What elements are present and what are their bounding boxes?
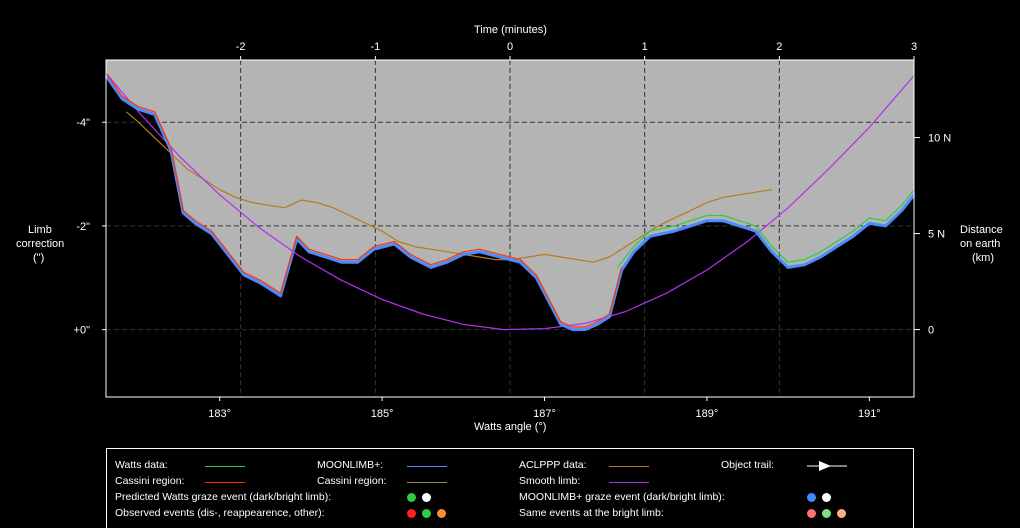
legend-label-cassini-red: Cassini region:	[115, 475, 185, 487]
series-moonlimb	[104, 74, 916, 332]
series-aclppp-data	[125, 111, 772, 263]
left-axis-title-line1: Limb	[28, 224, 52, 236]
legend-dot-moonlimb-dark	[807, 493, 816, 502]
legend-dot-observed-other	[437, 509, 446, 518]
legend-label-observed-events: Observed events (dis-, reappearence, oth…	[115, 507, 325, 519]
top-tick-label: -1	[370, 41, 380, 53]
legend-swatch-smooth-limb	[609, 482, 649, 483]
limb-profile-area	[106, 60, 914, 330]
x-tick-label: 187°	[533, 408, 556, 420]
top-tick-label: 2	[776, 41, 782, 53]
series-smooth-limb	[105, 72, 915, 331]
right-tick-label: 5 N	[928, 229, 945, 241]
legend-dot-watts-bright	[422, 493, 431, 502]
x-axis-title: Watts angle (°)	[474, 421, 547, 433]
right-axis-title-line2: on earth	[960, 238, 1001, 250]
left-axis-title-line2: correction	[16, 238, 65, 250]
top-tick-label: 3	[911, 41, 917, 53]
legend-label-moonlimb: MOONLIMB+:	[317, 459, 384, 471]
legend-dot-bright-re	[822, 509, 831, 518]
top-tick-label: -2	[236, 41, 246, 53]
x-tick-label: 185°	[371, 408, 394, 420]
plot-frame	[105, 59, 915, 398]
series-watts-data	[617, 189, 915, 268]
x-tick-label: 191°	[858, 408, 881, 420]
x-tick-label: 189°	[696, 408, 719, 420]
top-tick-label: 0	[507, 41, 513, 53]
x-tick-label: 183°	[208, 408, 231, 420]
right-tick-label: 0	[928, 325, 934, 337]
legend-label-watts-data: Watts data:	[115, 459, 168, 471]
right-tick-label: 10 N	[928, 133, 951, 145]
legend: Watts data: Cassini region: MOONLIMB+: C…	[106, 448, 914, 528]
left-tick-label: -4"	[76, 117, 90, 129]
left-axis-title-line3: (")	[33, 252, 45, 264]
right-axis-title-line1: Distance	[960, 224, 1003, 236]
top-tick-label: 1	[642, 41, 648, 53]
legend-label-bright-limb-events: Same events at the bright limb:	[519, 507, 664, 519]
legend-label-aclppp: ACLPPP data:	[519, 459, 587, 471]
right-axis-title-line3: (km)	[972, 252, 994, 264]
legend-dot-observed-dis	[407, 509, 416, 518]
object-trail-arrow-icon	[807, 461, 847, 471]
legend-label-cassini-olive: Cassini region:	[317, 475, 387, 487]
legend-label-object-trail: Object trail:	[721, 459, 775, 471]
left-tick-label: +0"	[74, 325, 91, 337]
legend-swatch-moonlimb	[407, 466, 447, 467]
legend-dot-watts-dark	[407, 493, 416, 502]
legend-swatch-watts-data	[205, 466, 245, 467]
legend-dot-bright-dis	[807, 509, 816, 518]
plot-area: -2 -1 0 1 2 3 -4" -2" +0" 10 N 5 N 0 183° 185° 187° 189…	[74, 41, 952, 420]
legend-swatch-cassini-red	[205, 482, 245, 483]
legend-label-predicted-watts: Predicted Watts graze event (dark/bright…	[115, 491, 332, 503]
legend-dot-observed-re	[422, 509, 431, 518]
legend-dot-moonlimb-bright	[822, 493, 831, 502]
top-axis-title: Time (minutes)	[474, 24, 547, 36]
legend-label-smooth-limb: Smooth limb:	[519, 475, 581, 487]
legend-dot-bright-other	[837, 509, 846, 518]
legend-swatch-cassini-olive	[407, 482, 447, 483]
legend-swatch-aclppp	[609, 466, 649, 467]
series-cassini-region	[105, 72, 623, 328]
left-tick-label: -2"	[76, 221, 90, 233]
legend-label-moonlimb-graze: MOONLIMB+ graze event (dark/bright limb)…	[519, 491, 725, 503]
